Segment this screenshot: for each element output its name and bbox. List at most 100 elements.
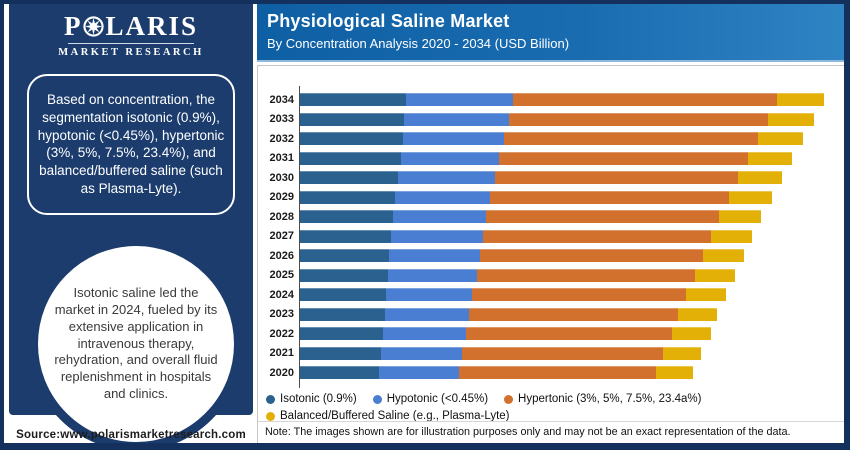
disclaimer-note: Note: The images shown are for illustrat… — [258, 421, 844, 443]
y-axis-line — [299, 86, 300, 388]
chart-row-2020: 2020 — [264, 363, 837, 383]
year-label: 2031 — [269, 152, 294, 165]
segmentation-callout: Based on concentration, the segmentation… — [27, 74, 235, 215]
bar-segment-isotonic — [300, 307, 385, 321]
bar-segment-hypotonic — [379, 366, 460, 380]
bar-track — [300, 288, 837, 302]
chart-legend: Isotonic (0.9%) Hypotonic (<0.45%) Hyperto… — [266, 393, 833, 422]
bar-segment-balancedbuffered — [663, 346, 702, 360]
logo-tagline: MARKET RESEARCH — [58, 47, 204, 58]
chart-row-2026: 2026 — [264, 246, 837, 266]
bar-track — [300, 268, 837, 282]
year-label: 2033 — [269, 113, 294, 126]
bar-segment-hypertonic — [512, 93, 778, 107]
bar-segment-hypotonic — [392, 210, 487, 224]
chart-row-2033: 2033 — [264, 110, 837, 130]
bar-segment-hypotonic — [397, 171, 496, 185]
bar-segment-hypertonic — [486, 210, 719, 224]
bar-track — [300, 151, 837, 165]
source-link[interactable]: Source:www.polarismarketresearch.com — [16, 429, 246, 441]
bar-segment-hypertonic — [479, 249, 704, 263]
year-label: 2020 — [269, 366, 294, 379]
bar-segment-hypertonic — [462, 346, 664, 360]
logo-divider — [68, 43, 194, 44]
bar-segment-hypotonic — [381, 346, 463, 360]
logo-text-p: P — [63, 11, 83, 41]
bar-track — [300, 307, 837, 321]
bar-track — [300, 346, 837, 360]
bar-segment-isotonic — [300, 229, 391, 243]
year-label: 2028 — [269, 210, 294, 223]
bar-segment-isotonic — [300, 268, 388, 282]
legend-dot-icon — [372, 394, 382, 404]
chart-row-2025: 2025 — [264, 266, 837, 286]
legend-item-balancedbuffered: Balanced/Buffered Saline (e.g., Plasma-L… — [266, 410, 510, 422]
bar-segment-balancedbuffered — [748, 151, 793, 165]
bar-track — [300, 229, 837, 243]
chart-row-2031: 2031 — [264, 149, 837, 169]
legend-dot-icon — [266, 411, 275, 421]
bar-segment-hypotonic — [402, 132, 505, 146]
bar-segment-hypertonic — [495, 171, 739, 185]
year-label: 2025 — [269, 269, 294, 282]
bar-segment-hypotonic — [388, 249, 480, 263]
chart-row-2024: 2024 — [264, 285, 837, 305]
chart-row-2023: 2023 — [264, 305, 837, 325]
bar-track — [300, 171, 837, 185]
stacked-bar-chart: 2034 2033 2032 2031 2030 2029 2028 2027 2026 2025… — [264, 90, 837, 383]
bar-segment-hypotonic — [382, 327, 466, 341]
chart-header: Physiological Saline Market By Concentra… — [257, 4, 844, 60]
chart-row-2034: 2034 — [264, 90, 837, 110]
insight-circle: Isotonic saline led the market in 2024, … — [29, 237, 243, 443]
bar-segment-hypertonic — [459, 366, 657, 380]
chart-row-2030: 2030 — [264, 168, 837, 188]
legend-label: Isotonic (0.9%) — [280, 393, 357, 405]
bar-segment-hypertonic — [499, 151, 749, 165]
bar-segment-hypotonic — [400, 151, 500, 165]
bar-track — [300, 210, 837, 224]
bar-segment-hypotonic — [385, 288, 472, 302]
bar-segment-hypertonic — [471, 288, 686, 302]
legend-item-isotonic: Isotonic (0.9%) — [266, 393, 357, 405]
bar-segment-balancedbuffered — [656, 366, 694, 380]
bar-segment-hypertonic — [508, 112, 768, 126]
bar-segment-balancedbuffered — [685, 288, 726, 302]
legend-label: Hypertonic (3%, 5%, 7.5%, 23.4a%) — [518, 393, 702, 405]
bar-segment-hypertonic — [476, 268, 696, 282]
bar-segment-isotonic — [300, 366, 380, 380]
bar-segment-balancedbuffered — [718, 210, 761, 224]
bar-track — [300, 249, 837, 263]
page-subtitle: By Concentration Analysis 2020 - 2034 (U… — [267, 36, 570, 51]
year-label: 2030 — [269, 171, 294, 184]
year-label: 2032 — [269, 132, 294, 145]
bar-segment-hypotonic — [404, 112, 509, 126]
bar-segment-isotonic — [300, 210, 393, 224]
bar-track — [300, 366, 837, 380]
bar-segment-isotonic — [300, 346, 382, 360]
chart-row-2021: 2021 — [264, 344, 837, 364]
bar-segment-isotonic — [300, 132, 403, 146]
bar-segment-isotonic — [300, 327, 383, 341]
chart-row-2032: 2032 — [264, 129, 837, 149]
bar-track — [300, 190, 837, 204]
bar-segment-balancedbuffered — [767, 112, 814, 126]
bar-segment-hypertonic — [465, 327, 672, 341]
year-label: 2026 — [269, 249, 294, 262]
year-label: 2027 — [269, 230, 294, 243]
bar-track — [300, 93, 837, 107]
chart-row-2028: 2028 — [264, 207, 837, 227]
logo-text-laris: LARIS — [105, 11, 199, 41]
bar-segment-isotonic — [300, 288, 386, 302]
bar-segment-balancedbuffered — [728, 190, 772, 204]
bar-segment-balancedbuffered — [777, 93, 825, 107]
bar-track — [300, 112, 837, 126]
year-label: 2029 — [269, 191, 294, 204]
bar-segment-isotonic — [300, 190, 395, 204]
bar-segment-balancedbuffered — [703, 249, 745, 263]
bar-segment-balancedbuffered — [695, 268, 736, 282]
year-label: 2022 — [269, 327, 294, 340]
bar-segment-balancedbuffered — [677, 307, 717, 321]
bar-segment-isotonic — [300, 171, 398, 185]
bar-segment-balancedbuffered — [757, 132, 803, 146]
year-label: 2024 — [269, 288, 294, 301]
